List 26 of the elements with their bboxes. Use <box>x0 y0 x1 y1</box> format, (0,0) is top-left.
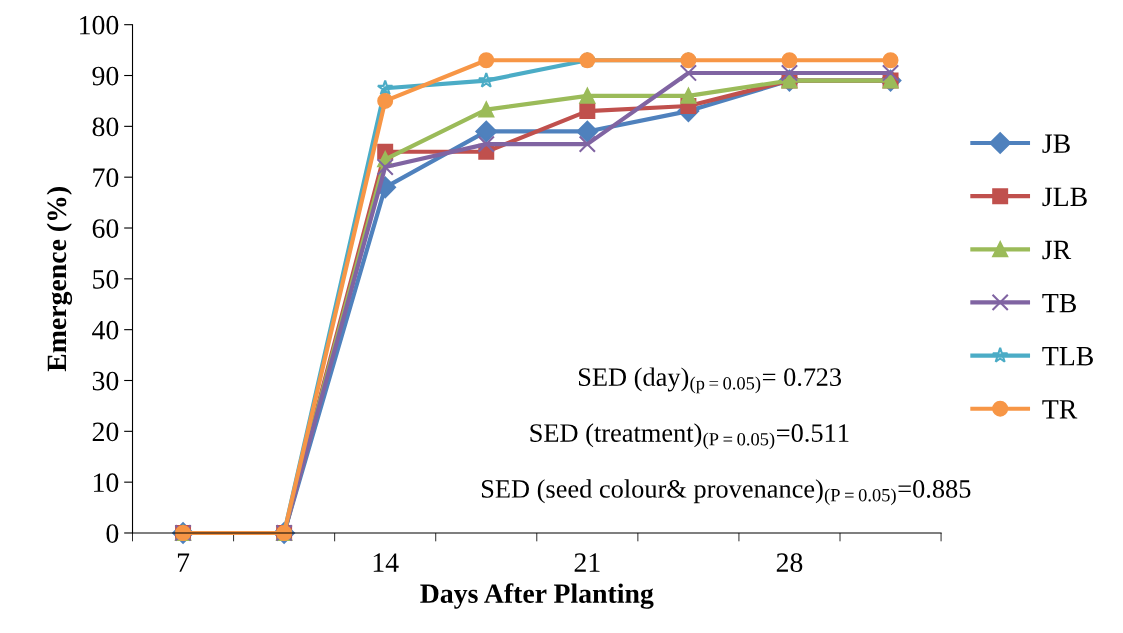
y-tick-label: 70 <box>93 168 119 188</box>
y-tick-label: 60 <box>92 219 119 238</box>
annotation: SED (day)$_{(p=0.05)}$= 0.723 <box>578 367 842 394</box>
y-tick-label: 30 <box>92 371 119 391</box>
y-tick-label: 10 <box>93 473 119 493</box>
legend-label: TR <box>1042 400 1078 419</box>
y-tick-label: 90 <box>92 66 119 86</box>
legend-label: JR <box>1042 240 1072 260</box>
x-axis-title: Days After Planting <box>420 583 654 609</box>
y-tick-label: 0 <box>106 524 119 543</box>
x-tick-label: 28 <box>776 553 803 572</box>
y-tick-label: 80 <box>92 117 119 137</box>
annotation: SED (seed colour& provenance)$_{(P=0.05)}$=0.885 <box>481 479 971 506</box>
x-tick-label: 7 <box>177 553 190 572</box>
x-tick-label: 21 <box>574 553 600 572</box>
y-tick-label: 20 <box>92 422 119 442</box>
legend-label: JB <box>1042 134 1070 154</box>
legend-label: TLB <box>1042 347 1093 366</box>
x-tick-label: 14 <box>373 553 399 572</box>
y-tick-label: 50 <box>93 270 119 289</box>
y-axis-title: Emergence (%) <box>46 187 73 372</box>
legend-label: JLB <box>1042 187 1087 207</box>
annotation: SED (treatment)$_{(P=0.05)}$=0.511 <box>530 423 849 450</box>
legend-label: TB <box>1042 293 1076 313</box>
y-tick-label: 40 <box>92 320 119 340</box>
y-tick-label: 100 <box>80 15 119 35</box>
